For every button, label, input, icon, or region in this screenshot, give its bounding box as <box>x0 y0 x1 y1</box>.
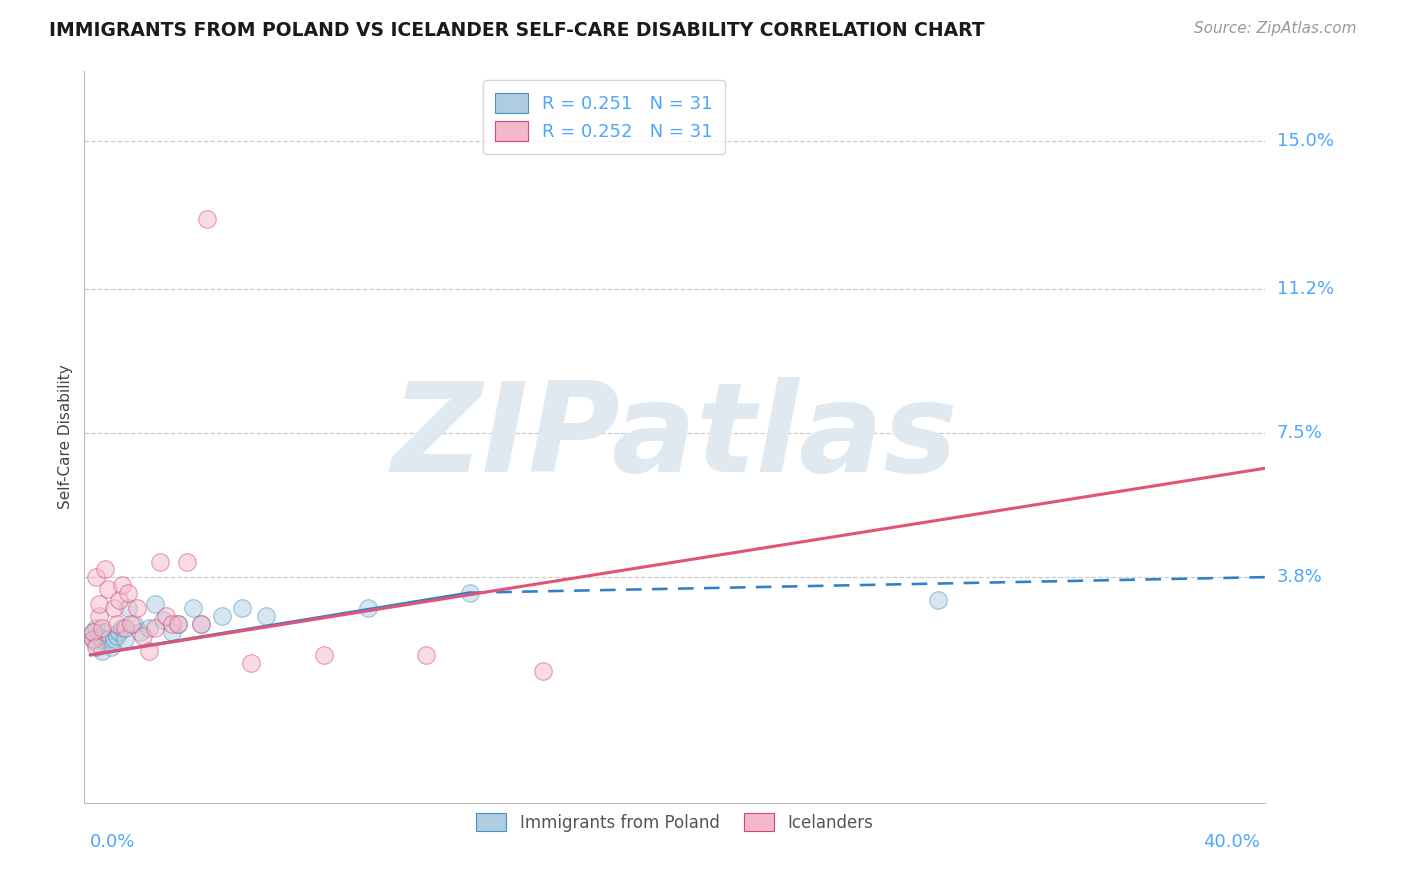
Point <box>94 562 117 576</box>
Text: 7.5%: 7.5% <box>1277 425 1323 442</box>
Point <box>84 640 107 655</box>
Point <box>87 609 110 624</box>
Point <box>103 632 125 647</box>
Point <box>125 601 148 615</box>
Point <box>90 621 112 635</box>
Point <box>160 624 183 639</box>
Point <box>357 601 380 615</box>
Text: Source: ZipAtlas.com: Source: ZipAtlas.com <box>1194 21 1357 37</box>
Point <box>105 616 128 631</box>
Point <box>531 664 554 678</box>
Point <box>190 616 212 631</box>
Point <box>117 585 139 599</box>
Point <box>143 621 166 635</box>
Point <box>167 616 190 631</box>
Point <box>132 628 155 642</box>
Legend: Immigrants from Poland, Icelanders: Immigrants from Poland, Icelanders <box>470 806 880 838</box>
Point <box>211 609 233 624</box>
Text: IMMIGRANTS FROM POLAND VS ICELANDER SELF-CARE DISABILITY CORRELATION CHART: IMMIGRANTS FROM POLAND VS ICELANDER SELF… <box>49 21 984 40</box>
Point <box>97 582 120 596</box>
Point <box>108 593 131 607</box>
Point <box>167 616 190 631</box>
Point <box>458 585 481 599</box>
Point <box>240 656 263 670</box>
Text: 11.2%: 11.2% <box>1277 280 1334 298</box>
Text: 0.0%: 0.0% <box>90 833 135 851</box>
Point <box>82 632 104 647</box>
Point <box>108 624 131 639</box>
Point <box>82 624 104 639</box>
Point <box>114 632 136 647</box>
Point <box>114 621 136 635</box>
Text: ZIPatlas: ZIPatlas <box>392 376 957 498</box>
Text: 15.0%: 15.0% <box>1277 132 1333 151</box>
Point <box>117 601 139 615</box>
Point <box>90 632 112 647</box>
Point <box>138 644 160 658</box>
Point <box>84 570 107 584</box>
Point <box>152 613 174 627</box>
Point <box>84 621 107 635</box>
Point <box>231 601 253 615</box>
Point <box>149 555 172 569</box>
Point <box>84 636 107 650</box>
Text: 3.8%: 3.8% <box>1277 568 1322 586</box>
Point <box>122 616 145 631</box>
Point <box>87 628 110 642</box>
Point <box>181 601 204 615</box>
Point <box>105 628 128 642</box>
Point <box>82 624 104 639</box>
Point <box>103 601 125 615</box>
Point <box>138 621 160 635</box>
Point <box>111 578 134 592</box>
Point <box>129 624 152 639</box>
Text: 40.0%: 40.0% <box>1202 833 1260 851</box>
Point <box>87 598 110 612</box>
Point <box>190 616 212 631</box>
Point <box>120 616 142 631</box>
Point <box>312 648 335 662</box>
Y-axis label: Self-Care Disability: Self-Care Disability <box>58 365 73 509</box>
Point <box>94 624 117 639</box>
Point <box>82 632 104 647</box>
Point <box>927 593 949 607</box>
Point <box>415 648 437 662</box>
Point <box>160 616 183 631</box>
Point <box>176 555 198 569</box>
Point <box>155 609 177 624</box>
Point <box>111 621 134 635</box>
Point <box>143 598 166 612</box>
Point <box>195 212 218 227</box>
Point <box>97 632 120 647</box>
Point <box>90 644 112 658</box>
Point <box>254 609 277 624</box>
Point <box>100 640 122 655</box>
